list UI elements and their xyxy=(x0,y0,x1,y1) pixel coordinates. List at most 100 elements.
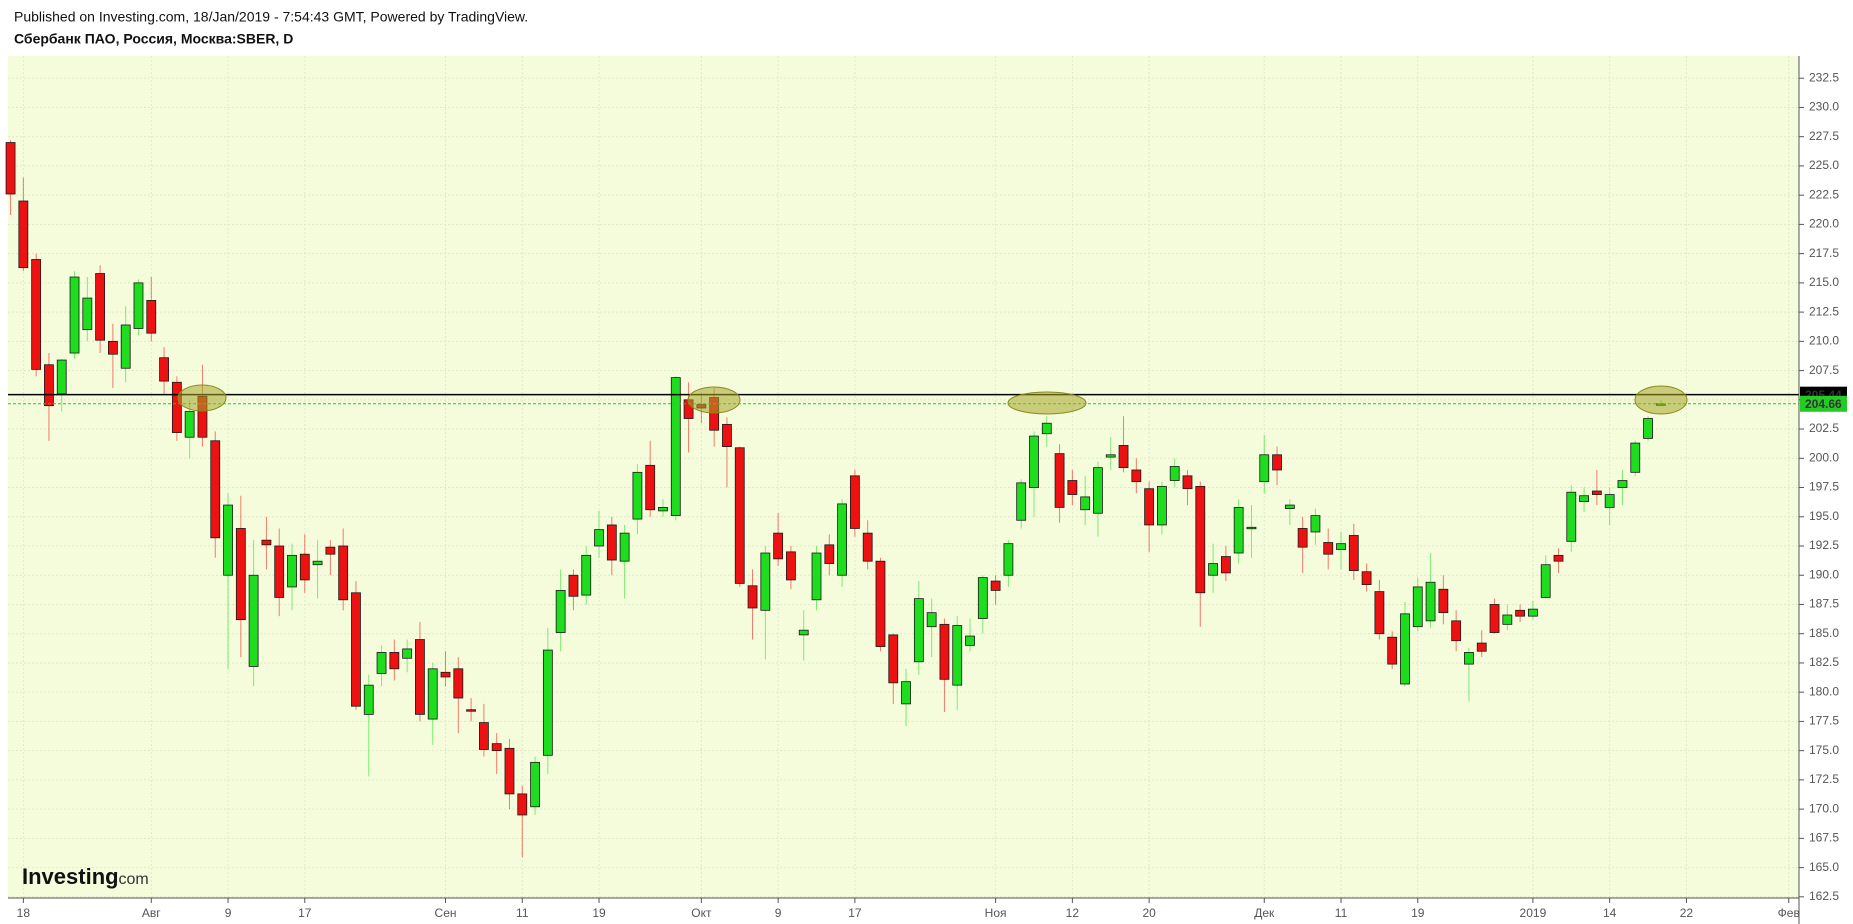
x-tick-label: 9 xyxy=(225,906,232,920)
candle-body xyxy=(837,503,847,576)
x-tick-label: 18 xyxy=(17,906,31,920)
x-tick-label: 11 xyxy=(1335,906,1348,920)
candle-body xyxy=(811,552,822,601)
y-tick-label: 222.5 xyxy=(1809,187,1839,201)
published-line: Published on Investing.com, 18/Jan/2019 … xyxy=(14,9,528,25)
highlight-ellipse xyxy=(687,386,741,414)
annotations xyxy=(177,384,1688,415)
candles xyxy=(5,140,1799,858)
candle-body xyxy=(952,625,963,686)
x-tick-label: 9 xyxy=(775,906,782,920)
candle-body xyxy=(1412,586,1423,628)
x-tick-label: 20 xyxy=(1142,906,1156,920)
y-tick-label: 215.0 xyxy=(1809,275,1839,289)
candle-body xyxy=(542,649,553,756)
x-tick-label: Сен xyxy=(435,906,457,920)
candle-body xyxy=(722,423,732,447)
candle-body xyxy=(18,200,29,269)
x-tick-label: Окт xyxy=(691,906,712,920)
y-tick-label: 177.5 xyxy=(1809,714,1839,728)
candle-body xyxy=(1003,543,1014,576)
candle-body xyxy=(913,598,924,663)
y-tick-label: 200.0 xyxy=(1809,450,1839,464)
candle-body xyxy=(1553,554,1564,562)
y-tick-label: 202.5 xyxy=(1809,421,1839,435)
candle-body xyxy=(1425,581,1436,622)
y-tick-label: 197.5 xyxy=(1809,480,1839,494)
candle-body xyxy=(159,357,169,382)
candle-body xyxy=(402,648,413,659)
x-tick-label: 19 xyxy=(1411,906,1425,920)
candle-body xyxy=(1643,418,1653,439)
candle-body xyxy=(69,276,80,354)
candle-body xyxy=(1591,490,1602,495)
candle-body xyxy=(287,554,297,588)
candle-body xyxy=(466,709,477,712)
candle-body xyxy=(1029,435,1039,488)
candle-body xyxy=(1093,467,1103,514)
x-tick-label: 2019 xyxy=(1520,906,1547,920)
candle-body xyxy=(44,364,54,407)
candle-body xyxy=(862,532,873,562)
candle-body xyxy=(120,324,131,369)
candle-body xyxy=(261,539,272,546)
candle-body xyxy=(1579,495,1589,502)
candle-body xyxy=(926,612,937,628)
candle-body xyxy=(312,560,323,566)
y-tick-label: 217.5 xyxy=(1809,246,1839,260)
candle-body xyxy=(594,529,604,547)
candle-body xyxy=(453,668,464,699)
x-tick-label: 17 xyxy=(298,906,312,920)
y-tick-label: 210.0 xyxy=(1809,334,1839,348)
candle-body xyxy=(351,592,361,707)
candle-body xyxy=(415,639,425,715)
candle-body xyxy=(1182,475,1193,490)
candle-body xyxy=(363,684,374,715)
highlight-ellipse xyxy=(1007,391,1087,415)
candle-body xyxy=(1272,454,1282,471)
candle-body xyxy=(491,743,502,752)
logo-suffix: .com xyxy=(114,871,149,888)
candle-body xyxy=(824,544,835,564)
candle-body xyxy=(1054,453,1065,508)
candle-body xyxy=(1220,556,1231,574)
y-tick-label: 227.5 xyxy=(1809,129,1839,143)
candle-body xyxy=(248,574,259,667)
y-tick-label: 167.5 xyxy=(1809,831,1839,845)
candle-body xyxy=(645,464,656,511)
candle-body xyxy=(1336,543,1346,550)
candle-body xyxy=(325,546,336,555)
candle-body xyxy=(133,282,144,329)
candle-body xyxy=(619,532,630,562)
highlight-ellipse xyxy=(177,384,227,412)
x-tick-label: Фев xyxy=(1778,906,1800,920)
candle-body xyxy=(517,793,528,816)
candle-body xyxy=(606,524,617,561)
candle-body xyxy=(1246,526,1257,530)
candle-body xyxy=(939,623,950,680)
candle-body xyxy=(760,552,771,611)
candle-body xyxy=(965,635,975,646)
candle-body xyxy=(773,532,784,560)
price-label: 204.66 xyxy=(1805,397,1842,411)
candle-body xyxy=(1233,507,1244,554)
candle-body xyxy=(798,629,809,636)
y-tick-label: 225.0 xyxy=(1809,158,1839,172)
candle-body xyxy=(1297,528,1308,548)
candle-body xyxy=(1464,652,1474,665)
grid xyxy=(8,56,1799,898)
candle-body xyxy=(977,577,988,619)
candle-body xyxy=(56,359,67,395)
candle-body xyxy=(1348,535,1359,571)
plot-background xyxy=(8,56,1799,898)
y-tick-label: 175.0 xyxy=(1809,743,1839,757)
x-tick-label: 11 xyxy=(516,906,529,920)
y-tick-label: 185.0 xyxy=(1809,626,1839,640)
candle-body xyxy=(478,722,489,750)
candle-body xyxy=(376,652,387,674)
candle-body xyxy=(171,381,182,433)
candle-body xyxy=(146,300,157,334)
candle-body xyxy=(1259,454,1270,483)
candle-body xyxy=(875,560,886,647)
candle-body xyxy=(1169,466,1180,481)
